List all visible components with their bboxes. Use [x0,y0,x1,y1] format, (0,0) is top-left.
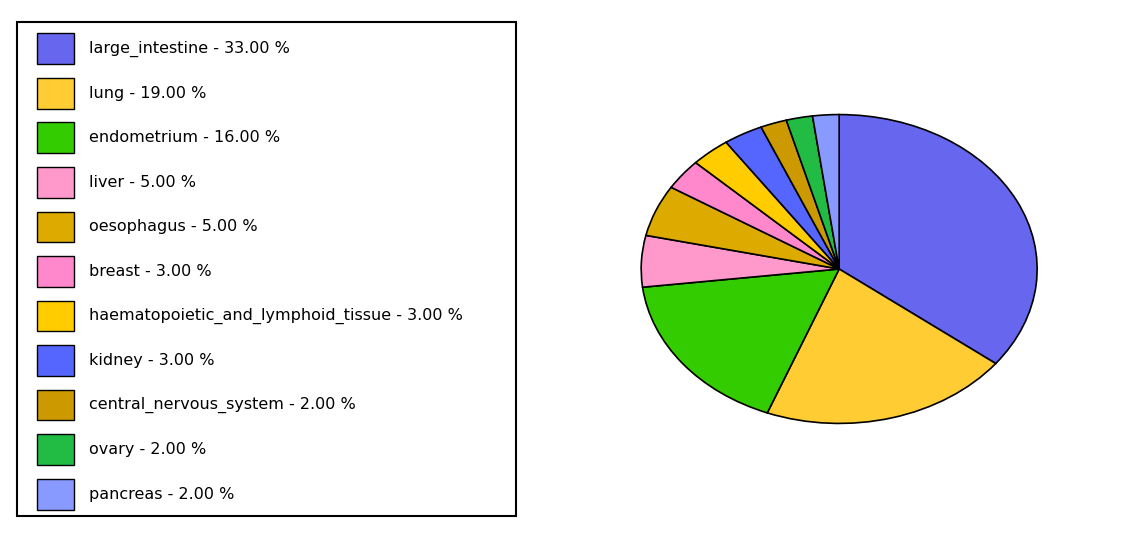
Text: oesophagus - 5.00 %: oesophagus - 5.00 % [90,220,257,235]
Wedge shape [812,115,839,269]
Wedge shape [695,142,839,269]
Bar [37,211,75,242]
Bar [37,390,75,421]
Text: large_intestine - 33.00 %: large_intestine - 33.00 % [90,41,290,57]
Text: haematopoietic_and_lymphoid_tissue - 3.00 %: haematopoietic_and_lymphoid_tissue - 3.0… [90,308,463,324]
Bar [37,167,75,198]
Bar [37,123,75,153]
Text: breast - 3.00 %: breast - 3.00 % [90,264,212,279]
Wedge shape [643,269,839,413]
Text: pancreas - 2.00 %: pancreas - 2.00 % [90,487,235,502]
Wedge shape [839,115,1038,364]
Wedge shape [671,162,839,269]
Bar [37,301,75,331]
Wedge shape [786,116,839,269]
Wedge shape [726,127,839,269]
Bar [37,434,75,465]
Wedge shape [761,120,839,269]
Text: ovary - 2.00 %: ovary - 2.00 % [90,442,206,457]
Text: central_nervous_system - 2.00 %: central_nervous_system - 2.00 % [90,397,356,413]
Text: endometrium - 16.00 %: endometrium - 16.00 % [90,130,280,145]
Text: liver - 5.00 %: liver - 5.00 % [90,175,196,190]
Wedge shape [768,269,996,423]
Wedge shape [646,187,839,269]
Bar [37,479,75,509]
Wedge shape [641,235,839,287]
Text: kidney - 3.00 %: kidney - 3.00 % [90,353,214,368]
Bar [37,33,75,64]
Text: lung - 19.00 %: lung - 19.00 % [90,86,206,101]
Bar [37,78,75,109]
Bar [37,256,75,287]
Bar [37,345,75,376]
